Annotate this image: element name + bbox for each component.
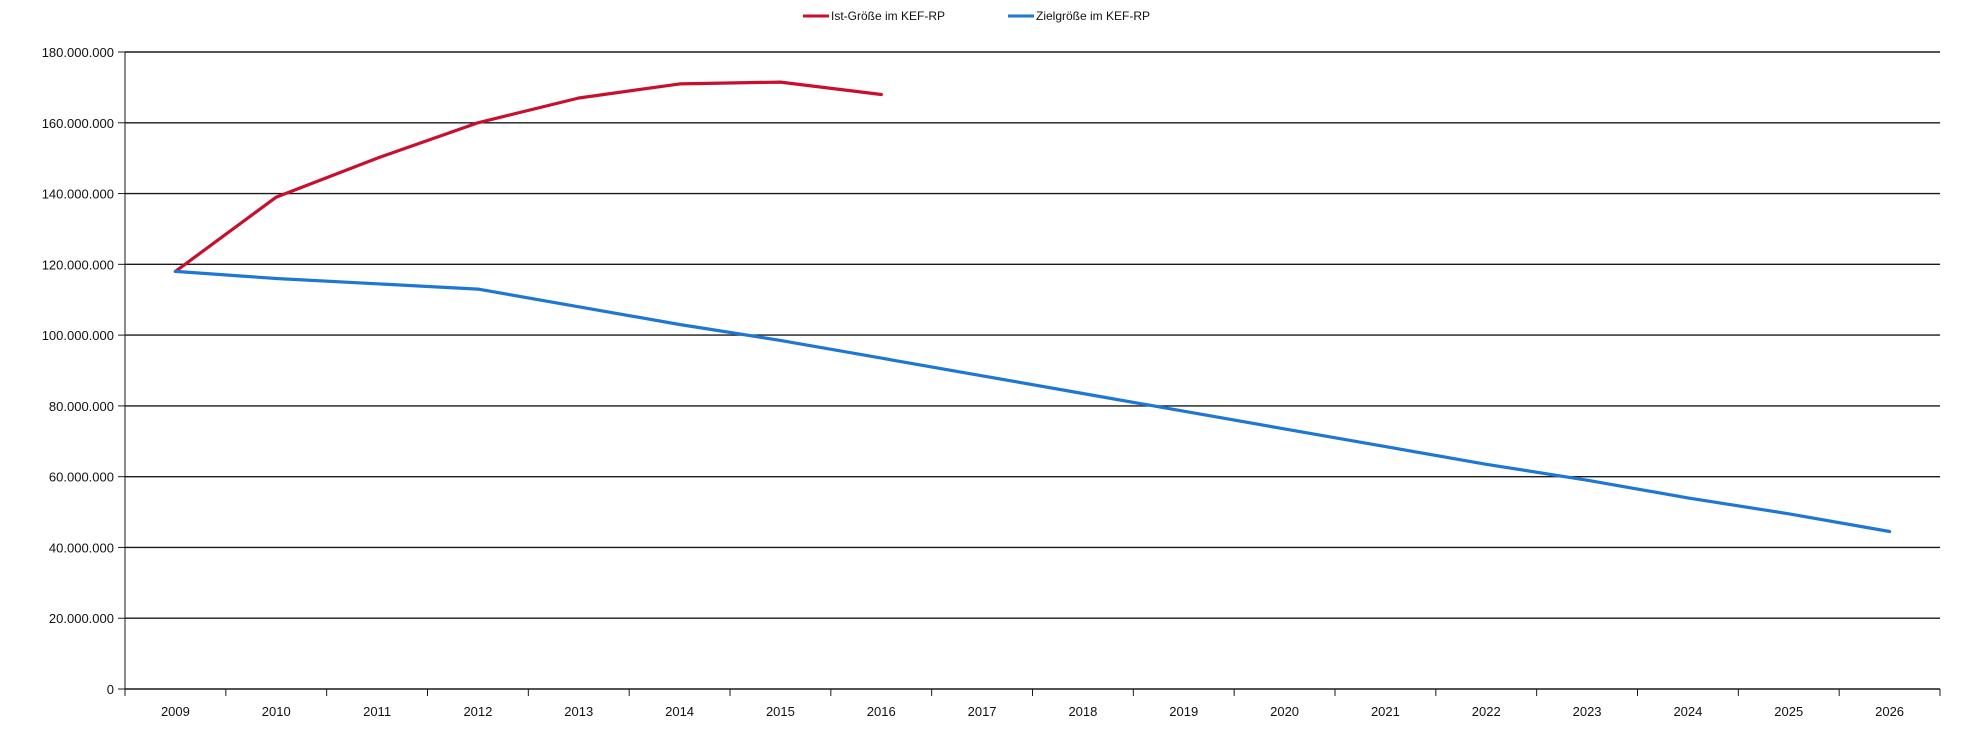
series-lines <box>173 80 1892 534</box>
y-tick-label: 20.000.000 <box>49 611 114 626</box>
y-tick-label: 80.000.000 <box>49 399 114 414</box>
x-tick-label: 2024 <box>1673 704 1702 719</box>
y-tick-label: 140.000.000 <box>42 187 114 202</box>
gridlines <box>125 51 1940 619</box>
x-tick-label: 2016 <box>867 704 896 719</box>
x-tick-label: 2009 <box>161 704 190 719</box>
axes: 0 20.000.000 40.000.000 60.000.000 80.000.00… <box>42 45 1941 719</box>
x-tick-label: 2020 <box>1270 704 1299 719</box>
x-tick-label: 2012 <box>463 704 492 719</box>
y-tick-label: 160.000.000 <box>42 116 114 131</box>
x-tick-label: 2017 <box>968 704 997 719</box>
y-tick-label: 0 <box>107 682 114 697</box>
y-tick-label: 100.000.000 <box>42 328 114 343</box>
series-line-ziel <box>173 269 1892 534</box>
x-tick-label: 2013 <box>564 704 593 719</box>
x-tick-label: 2022 <box>1472 704 1501 719</box>
legend-label-ist: Ist-Größe im KEF-RP <box>831 9 945 23</box>
y-tick-label: 120.000.000 <box>42 257 114 272</box>
y-tick-label: 60.000.000 <box>49 470 114 485</box>
legend-label-ziel: Zielgröße im KEF-RP <box>1036 9 1150 23</box>
x-tick-label: 2010 <box>262 704 291 719</box>
x-tick-label: 2021 <box>1371 704 1400 719</box>
x-tick-label: 2025 <box>1774 704 1803 719</box>
legend: Ist-Größe im KEF-RP Zielgröße im KEF-RP <box>803 9 1150 23</box>
x-tick-label: 2015 <box>766 704 795 719</box>
y-tick-label: 180.000.000 <box>42 45 114 60</box>
x-tick-label: 2019 <box>1169 704 1198 719</box>
x-tick-label: 2014 <box>665 704 694 719</box>
x-tick-label: 2023 <box>1573 704 1602 719</box>
x-tick-label: 2026 <box>1875 704 1904 719</box>
x-tick-label: 2018 <box>1068 704 1097 719</box>
y-tick-label: 40.000.000 <box>49 540 114 555</box>
series-line-ist <box>173 80 883 273</box>
x-tick-label: 2011 <box>363 704 391 719</box>
